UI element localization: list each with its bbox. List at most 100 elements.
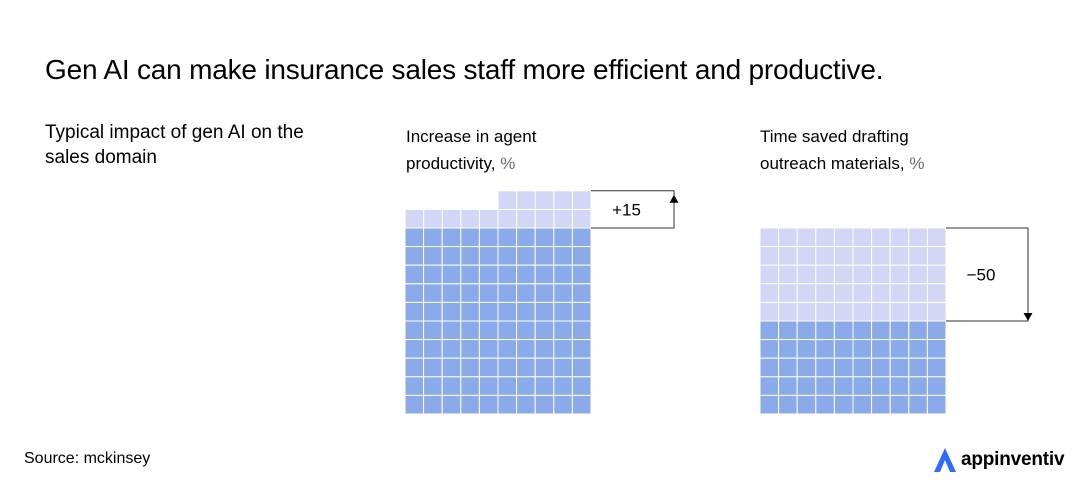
drafting-label-line-2: outreach materials, [760,154,905,173]
waffle-cell [871,339,891,359]
waffle-cell [908,264,928,285]
brand-name: appinventiv [961,449,1065,470]
waffle-cell [815,264,835,285]
waffle-cell [404,246,425,266]
waffle-cell [478,301,499,322]
waffle-cell [460,246,480,266]
waffle-cell [516,264,536,285]
waffle-cell [815,357,835,378]
waffle-cell [833,357,854,378]
waffle-cell [908,227,928,248]
waffle-cell [478,227,499,248]
waffle-cell [497,394,518,415]
waffle-cell [516,376,536,396]
waffle-cell [833,283,854,303]
waffle-cell [852,357,873,378]
waffle-cell [404,227,425,248]
waffle-cell [926,227,947,248]
waffle-cell [460,283,480,303]
waffle-cell [516,320,536,341]
waffle-cell [441,264,462,285]
waffle-cell [796,376,817,396]
waffle-cell [889,357,910,378]
waffle-cell [534,264,555,285]
waffle-cell [460,301,480,322]
waffle-cell [534,376,555,396]
waffle-cell [534,320,555,341]
waffle-cell [889,246,910,266]
waffle-cell [759,227,780,248]
waffle-cell [478,264,499,285]
waffle-cell [908,246,928,266]
waffle-cell [460,227,480,248]
waffle-cell [534,339,555,359]
waffle-cell [534,227,555,248]
waffle-cell [571,357,592,378]
waffle-cell [423,246,443,266]
waffle-cell [441,301,462,322]
waffle-cell [441,376,462,396]
waffle-cell [778,339,798,359]
waffle-cell [553,283,573,303]
change-bracket [946,227,1029,322]
waffle-cell [796,227,817,248]
waffle-cell [460,357,480,378]
waffle-cell [871,246,891,266]
waffle-cell [871,283,891,303]
waffle-cell [759,283,780,303]
waffle-cell [441,320,462,341]
waffle-cell [815,339,835,359]
waffle-cell [759,357,780,378]
waffle-cell [423,394,443,415]
productivity-waffle-chart: +15 [404,190,679,415]
waffle-cell [571,283,592,303]
waffle-cell [516,227,536,248]
waffle-cell [908,301,928,322]
waffle-cell [815,301,835,322]
waffle-cell [571,394,592,415]
waffle-cell [571,376,592,396]
waffle-cell [852,339,873,359]
waffle-cell [497,283,518,303]
waffle-cell [478,246,499,266]
waffle-cell [423,264,443,285]
waffle-cell [889,227,910,248]
waffle-cell [478,394,499,415]
waffle-cell [460,376,480,396]
waffle-cell [833,264,854,285]
productivity-label-line-2: productivity, [406,154,496,173]
waffle-cell [908,394,928,415]
drafting-chart-label: Time saved drafting outreach materials, … [760,123,924,177]
waffle-cell [553,394,573,415]
waffle-cell [553,339,573,359]
waffle-cell [796,283,817,303]
waffle-cell [926,301,947,322]
waffle-cell-added [516,190,536,210]
change-bracket [591,190,675,229]
arrow-down-icon [1023,313,1033,321]
waffle-cell [889,376,910,396]
waffle-cell [778,227,798,248]
waffle-cell [571,301,592,322]
waffle-cell [796,320,817,341]
waffle-cell [852,301,873,322]
waffle-cell [778,376,798,396]
waffle-cell [926,357,947,378]
waffle-cell [778,283,798,303]
waffle-cell [778,394,798,415]
waffle-cell [759,394,780,415]
source-note: Source: mckinsey [24,450,151,467]
waffle-cell [815,320,835,341]
waffle-cell [796,339,817,359]
waffle-cell [889,394,910,415]
waffle-cell [497,301,518,322]
waffle-cell-added [404,208,425,229]
waffle-cell-added [441,208,462,229]
waffle-cell [926,339,947,359]
waffle-cell [553,246,573,266]
waffle-cell [497,227,518,248]
drafting-unit: % [909,154,925,173]
waffle-cell [423,283,443,303]
waffle-cell [871,357,891,378]
waffle-cell-added [516,208,536,229]
